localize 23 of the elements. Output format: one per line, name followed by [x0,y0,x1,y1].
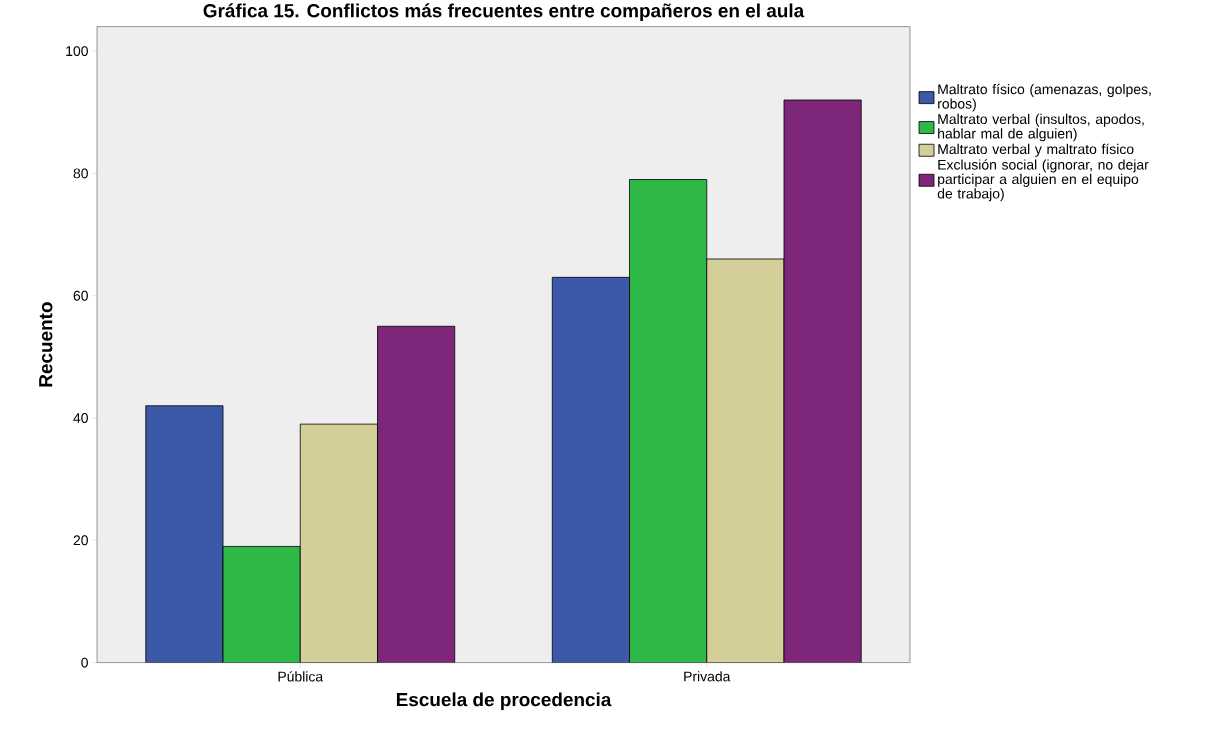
x-tick-label: Pública [278,671,324,682]
y-tick-label: 20 [73,535,88,546]
y-tick-label: 80 [73,168,88,179]
y-tick-label: 60 [73,290,88,301]
x-axis-title: Escuela de procedencia [396,692,612,711]
y-tick-label: 40 [73,413,88,424]
legend-label: Maltrato físico (amenazas, golpes, robos) [938,84,1151,112]
y-tick-label: 100 [66,46,88,57]
bar [299,423,378,663]
bar [551,277,630,663]
y-tick-label: 0 [81,657,88,668]
bar [377,326,456,663]
y-axis-title: Recuento [39,302,53,387]
bar [222,546,301,663]
bar [145,405,224,663]
bar [783,99,862,663]
legend-label: Maltrato verbal y maltrato físico [938,143,1134,158]
bar [629,179,708,663]
x-tick-label: Privada [684,671,731,682]
legend-label: Exclusión social (ignorar, no dejar participar a alguien en el equipo de trabajo) [937,159,1149,202]
bar [706,258,785,663]
legend-label: Maltrato verbal (insultos, apodos, hablar mal de alguien) [938,114,1144,142]
chart-title: Gráfica 15. Conflictos más frecuentes entre compañeros en el aula [203,3,805,22]
